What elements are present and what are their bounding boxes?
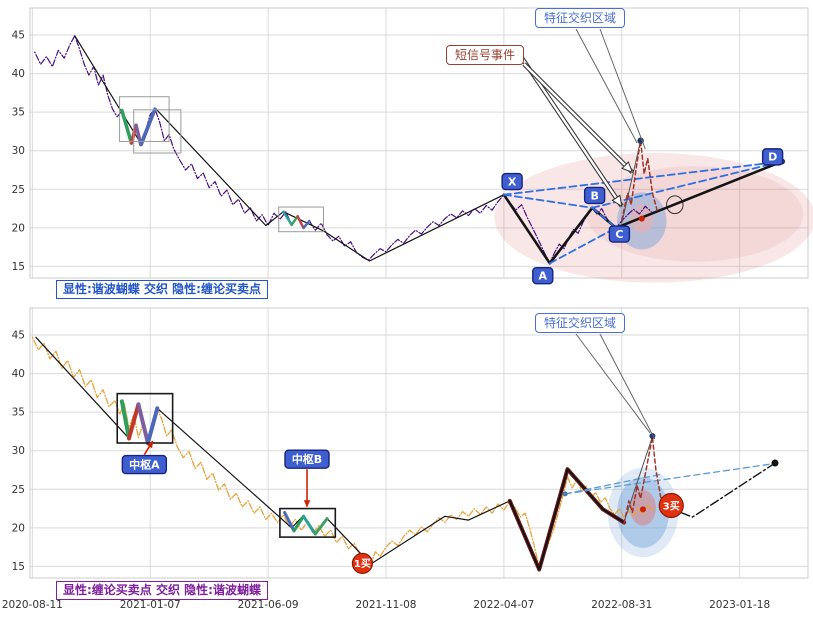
pivot-rect — [278, 206, 325, 233]
bottom-panel: 15 20 25 30 35 40 45 2020-08-11 2021-01-07 2021-0… — [2, 307, 809, 611]
x-tick-label: 2021-06-09 — [238, 599, 299, 611]
point-label-A: A — [532, 266, 554, 285]
point-label-D: D — [761, 148, 784, 166]
y-tick-label: 30 — [12, 145, 25, 157]
point-label-X: X — [501, 172, 523, 191]
signal-event-label: 短信号事件 — [446, 45, 525, 65]
y-tick-label: 35 — [12, 107, 25, 119]
series-boxA-seg-purple — [136, 402, 150, 445]
feature-zone-label-bottom: 特征交织区域 — [535, 313, 626, 333]
series-price-chan — [31, 336, 654, 568]
y-tick-label: 15 — [12, 561, 25, 573]
y-tick-label: 45 — [12, 30, 25, 42]
series-spike-stem — [623, 436, 653, 523]
y-tick-label: 25 — [12, 484, 25, 496]
point-label-buy-1: 1买 — [351, 552, 374, 574]
y-tick-label: 40 — [12, 68, 25, 80]
svg-text:B: B — [590, 189, 598, 202]
series-box1-seg-green — [120, 108, 134, 145]
svg-text:C: C — [615, 228, 623, 241]
point-label-B: B — [583, 186, 606, 205]
series-harmonic-b-c — [591, 206, 617, 229]
x-tick-label: 2020-08-11 — [2, 599, 63, 611]
svg-text:中枢B: 中枢B — [292, 452, 322, 466]
series-pivot-line — [74, 35, 505, 262]
x-tick-label: 2021-11-08 — [355, 599, 416, 611]
y-tick-label: 15 — [12, 261, 25, 273]
x-tick-label: 2022-08-31 — [591, 599, 652, 611]
annotation-pointer-line — [575, 28, 638, 144]
annotation-pointer-line — [575, 333, 651, 434]
y-tick-label: 25 — [12, 184, 25, 196]
marker-dot — [562, 491, 568, 497]
series-signal-spike — [623, 436, 667, 524]
series-box2-seg-green — [290, 215, 299, 227]
point-label-zhongshu-a: 中枢A — [121, 454, 168, 475]
series-boxB-seg-teal — [302, 514, 317, 536]
series-boxB-seg-green — [292, 514, 305, 533]
y-tick-label: 30 — [12, 445, 25, 457]
series-box2-seg-teal — [282, 210, 293, 227]
svg-text:1买: 1买 — [354, 558, 371, 570]
annotation-pointer-line — [599, 28, 646, 150]
marker-dot — [639, 506, 646, 513]
series-v-swing — [508, 468, 625, 571]
y-tick-label: 45 — [12, 330, 25, 342]
svg-text:中枢A: 中枢A — [129, 457, 160, 471]
y-tick-label: 35 — [12, 407, 25, 419]
point-label-zhongshu-b: 中枢B — [284, 449, 330, 469]
marker-dot — [638, 215, 645, 222]
series-boxB-seg-blue — [283, 510, 296, 533]
zone-ellipse — [586, 166, 804, 262]
series-harmonic-x-b — [503, 193, 594, 209]
series-v-swing-outer — [507, 467, 627, 572]
series-harmonic-b-d — [591, 160, 783, 209]
pivot-rect — [119, 96, 170, 142]
signal-arrow-body — [523, 63, 634, 174]
x-tick-label: 2021-01-07 — [120, 599, 181, 611]
point-label-buy-3: 3买 — [658, 492, 684, 519]
annotation-pointers — [520, 28, 656, 440]
series-projection-dashdot — [664, 462, 776, 518]
zone-ellipse — [666, 195, 684, 215]
point-label-C: C — [608, 225, 631, 243]
marker-dot — [771, 459, 779, 467]
series-spike-stem — [621, 140, 642, 224]
plot-border — [29, 7, 809, 279]
caption-top-panel: 显性:谐波蝴蝶 交织 隐性:缠论买卖点 — [56, 280, 268, 299]
y-tick-label: 20 — [12, 522, 25, 534]
series-harmonic-x-d — [503, 160, 783, 196]
x-tick-label: 2022-04-07 — [473, 599, 534, 611]
svg-text:D: D — [768, 151, 777, 164]
series-box2-seg-blue — [302, 219, 311, 230]
series-blue-fan-short — [564, 473, 664, 495]
series-box2-seg-red — [296, 215, 305, 230]
series-boxA-seg-green — [119, 399, 131, 441]
feature-zone-label-top: 特征交织区域 — [535, 8, 626, 28]
series-box1-seg-blue — [139, 107, 157, 147]
series-harmonic-a-c — [548, 227, 617, 265]
top-panel: 15 20 25 30 35 40 45 X A B C D — [12, 7, 813, 285]
signal-arrow-body — [521, 57, 623, 207]
series-blue-fan-long — [564, 463, 774, 495]
svg-text:X: X — [508, 175, 517, 188]
plot-border — [29, 307, 809, 579]
svg-text:A: A — [539, 269, 548, 282]
pivot-rect — [279, 507, 337, 538]
x-tick-label: 2023-01-18 — [709, 599, 770, 611]
y-tick-label: 40 — [12, 368, 25, 380]
annotation-pointer-line — [599, 333, 656, 440]
pivot-rect — [116, 392, 174, 444]
series-boxA-seg-red — [127, 402, 141, 441]
caption-bottom-panel: 显性:缠论买卖点 交织 隐性:谐波蝴蝶 — [56, 581, 268, 600]
y-tick-label: 20 — [12, 222, 25, 234]
pivot-rect — [133, 109, 182, 154]
svg-text:3买: 3买 — [663, 500, 680, 512]
series-boxB-seg-green2 — [313, 517, 329, 536]
series-boxA-seg-blue — [145, 406, 160, 445]
